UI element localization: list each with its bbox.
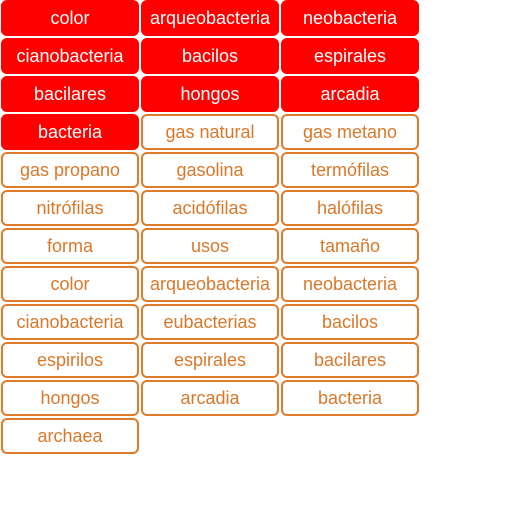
word-tile[interactable]: archaea — [1, 418, 139, 454]
word-tile[interactable]: gas propano — [1, 152, 139, 188]
selected-word-tile[interactable]: hongos — [141, 76, 279, 112]
word-tile[interactable]: bacilares — [281, 342, 419, 378]
word-tile[interactable]: arqueobacteria — [141, 266, 279, 302]
selected-word-tile[interactable]: bacilos — [141, 38, 279, 74]
word-tile[interactable]: forma — [1, 228, 139, 264]
word-tile[interactable]: neobacteria — [281, 266, 419, 302]
word-tile[interactable]: tamaño — [281, 228, 419, 264]
selected-word-tile[interactable]: espirales — [281, 38, 419, 74]
word-tile[interactable]: bacteria — [281, 380, 419, 416]
word-tile[interactable]: eubacterias — [141, 304, 279, 340]
word-tile[interactable]: nitrófilas — [1, 190, 139, 226]
selected-word-tile[interactable]: cianobacteria — [1, 38, 139, 74]
word-tile[interactable]: gas natural — [141, 114, 279, 150]
selected-word-tile[interactable]: bacteria — [1, 114, 139, 150]
word-tile[interactable]: halófilas — [281, 190, 419, 226]
word-tile[interactable]: hongos — [1, 380, 139, 416]
word-tile[interactable]: gas metano — [281, 114, 419, 150]
word-tile[interactable]: cianobacteria — [1, 304, 139, 340]
selected-word-tile[interactable]: bacilares — [1, 76, 139, 112]
selected-word-tile[interactable]: neobacteria — [281, 0, 419, 36]
word-tile[interactable]: termófilas — [281, 152, 419, 188]
selected-word-tile[interactable]: arcadia — [281, 76, 419, 112]
word-tile[interactable]: arcadia — [141, 380, 279, 416]
word-tile[interactable]: acidófilas — [141, 190, 279, 226]
word-tile[interactable]: gasolina — [141, 152, 279, 188]
selected-word-tile[interactable]: arqueobacteria — [141, 0, 279, 36]
word-tile[interactable]: espirales — [141, 342, 279, 378]
selected-word-tile[interactable]: color — [1, 0, 139, 36]
word-tile[interactable]: bacilos — [281, 304, 419, 340]
word-tile[interactable]: espirilos — [1, 342, 139, 378]
word-tile[interactable]: usos — [141, 228, 279, 264]
word-tile[interactable]: color — [1, 266, 139, 302]
